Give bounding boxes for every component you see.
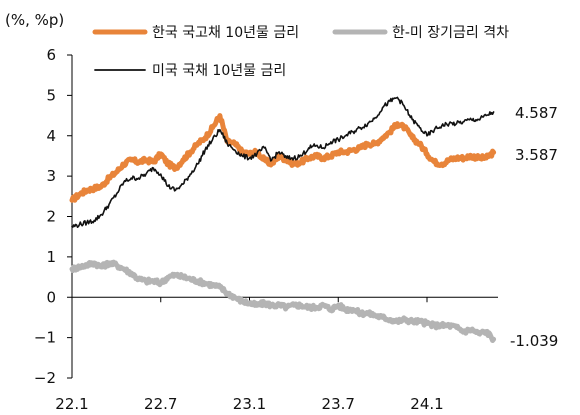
- y-tick-label: 1: [46, 248, 56, 266]
- y-tick-label: 2: [46, 208, 56, 226]
- series-layer: [69, 96, 497, 343]
- y-tick-label: 5: [46, 86, 56, 104]
- x-tick-label: 24.1: [410, 395, 443, 413]
- x-tick-label: 23.1: [233, 395, 266, 413]
- series-line: [71, 96, 495, 228]
- y-tick-label: −1: [34, 329, 56, 347]
- series-line: [69, 259, 497, 343]
- series-line: [69, 113, 497, 203]
- y-tick-label: 3: [46, 167, 56, 185]
- x-axis: 22.1 22.7 23.1 23.7 24.1: [55, 297, 444, 413]
- end-value-label: -1.039: [510, 332, 558, 350]
- end-value-label: 3.587: [515, 146, 558, 164]
- y-tick-label: 0: [46, 288, 56, 306]
- legend-label: 한-미 장기금리 격차: [392, 25, 509, 41]
- y-tick-label: 4: [46, 127, 56, 145]
- x-tick-label: 23.7: [322, 395, 355, 413]
- y-tick-label: −2: [34, 369, 56, 387]
- end-labels: 4.587 3.587 -1.039: [510, 104, 558, 350]
- y-axis: 6 5 4 3 2 1 0 −1 −2: [34, 46, 72, 387]
- x-tick-label: 22.1: [55, 395, 88, 413]
- unit-label: (%, %p): [5, 11, 64, 29]
- end-value-label: 4.587: [515, 104, 558, 122]
- x-tick-label: 22.7: [144, 395, 177, 413]
- legend-label: 미국 국채 10년물 금리: [152, 63, 286, 79]
- legend-label: 한국 국고채 10년물 금리: [152, 25, 299, 41]
- y-tick-label: 6: [46, 46, 56, 64]
